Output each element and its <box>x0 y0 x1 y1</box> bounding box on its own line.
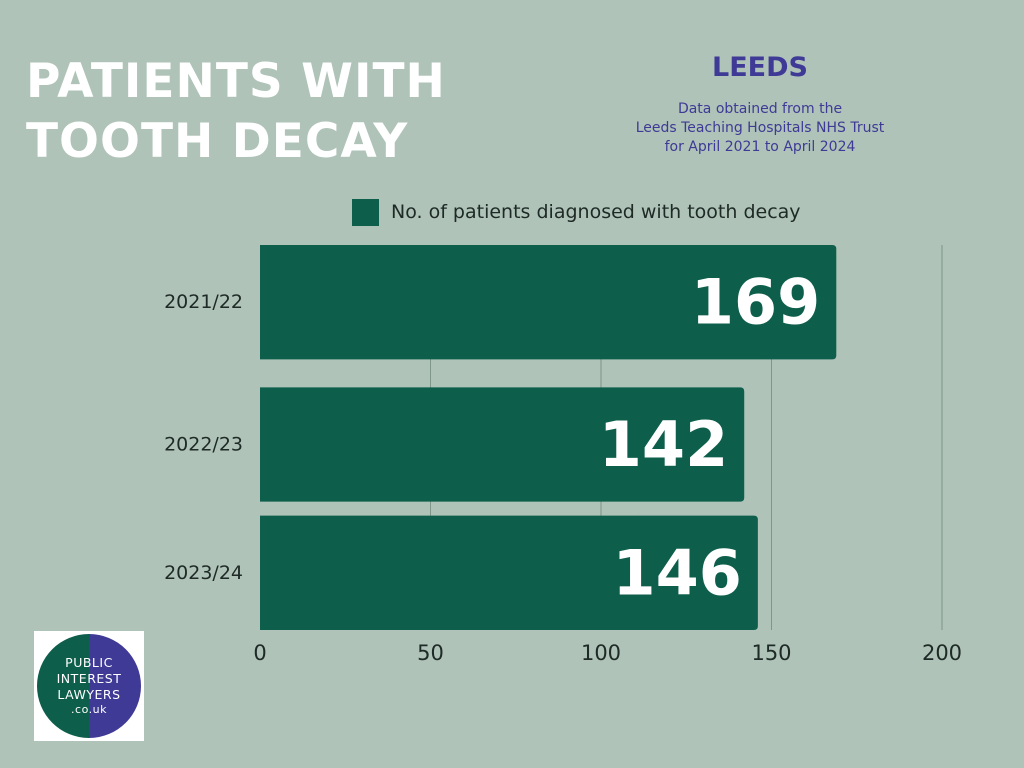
legend: No. of patients diagnosed with tooth dec… <box>352 196 801 228</box>
legend-swatch <box>352 198 379 226</box>
category-label-1: 2022/23 <box>164 434 243 456</box>
x-tick-label-0: 0 <box>253 641 266 665</box>
logo-line-2: INTEREST <box>56 671 122 686</box>
x-tick-label-2: 100 <box>581 641 621 665</box>
bar-2022-23 <box>260 387 745 502</box>
logo-left-half <box>37 634 89 738</box>
category-label-2: 2023/24 <box>164 562 243 584</box>
data-label-0: 169 <box>691 266 820 339</box>
source-line-1: Data obtained from the <box>677 101 843 117</box>
data-label-2: 146 <box>612 536 741 609</box>
logo-line-1: PUBLIC <box>65 655 113 670</box>
title-line-1: PATIENTS WITH <box>26 54 446 109</box>
logo-line-4: .co.uk <box>71 703 107 716</box>
title-line-2: TOOTH DECAY <box>26 114 409 169</box>
source-note: Data obtained from the Leeds Teaching Ho… <box>580 100 940 157</box>
bar-2023-24 <box>260 515 758 630</box>
source-line-2: Leeds Teaching Hospitals NHS Trust <box>635 120 885 136</box>
x-tick-label-1: 50 <box>417 641 444 665</box>
x-tick-label-4: 200 <box>922 641 962 665</box>
logo-circle: PUBLIC INTEREST LAWYERS .co.uk <box>37 634 141 738</box>
logo-text: PUBLIC INTEREST LAWYERS .co.uk <box>37 655 141 717</box>
chart-title: PATIENTS WITH TOOTH DECAY <box>26 52 486 172</box>
logo: PUBLIC INTEREST LAWYERS .co.uk <box>34 631 144 741</box>
logo-right-half <box>89 634 141 738</box>
category-label-0: 2021/22 <box>164 291 243 313</box>
bar-2021-22 <box>260 245 837 360</box>
city-heading: LEEDS <box>712 52 808 83</box>
logo-line-3: LAWYERS <box>57 687 121 702</box>
legend-label: No. of patients diagnosed with tooth dec… <box>391 201 801 223</box>
x-tick-label-3: 150 <box>751 641 791 665</box>
source-line-3: for April 2021 to April 2024 <box>664 139 856 155</box>
data-label-1: 142 <box>599 408 728 481</box>
